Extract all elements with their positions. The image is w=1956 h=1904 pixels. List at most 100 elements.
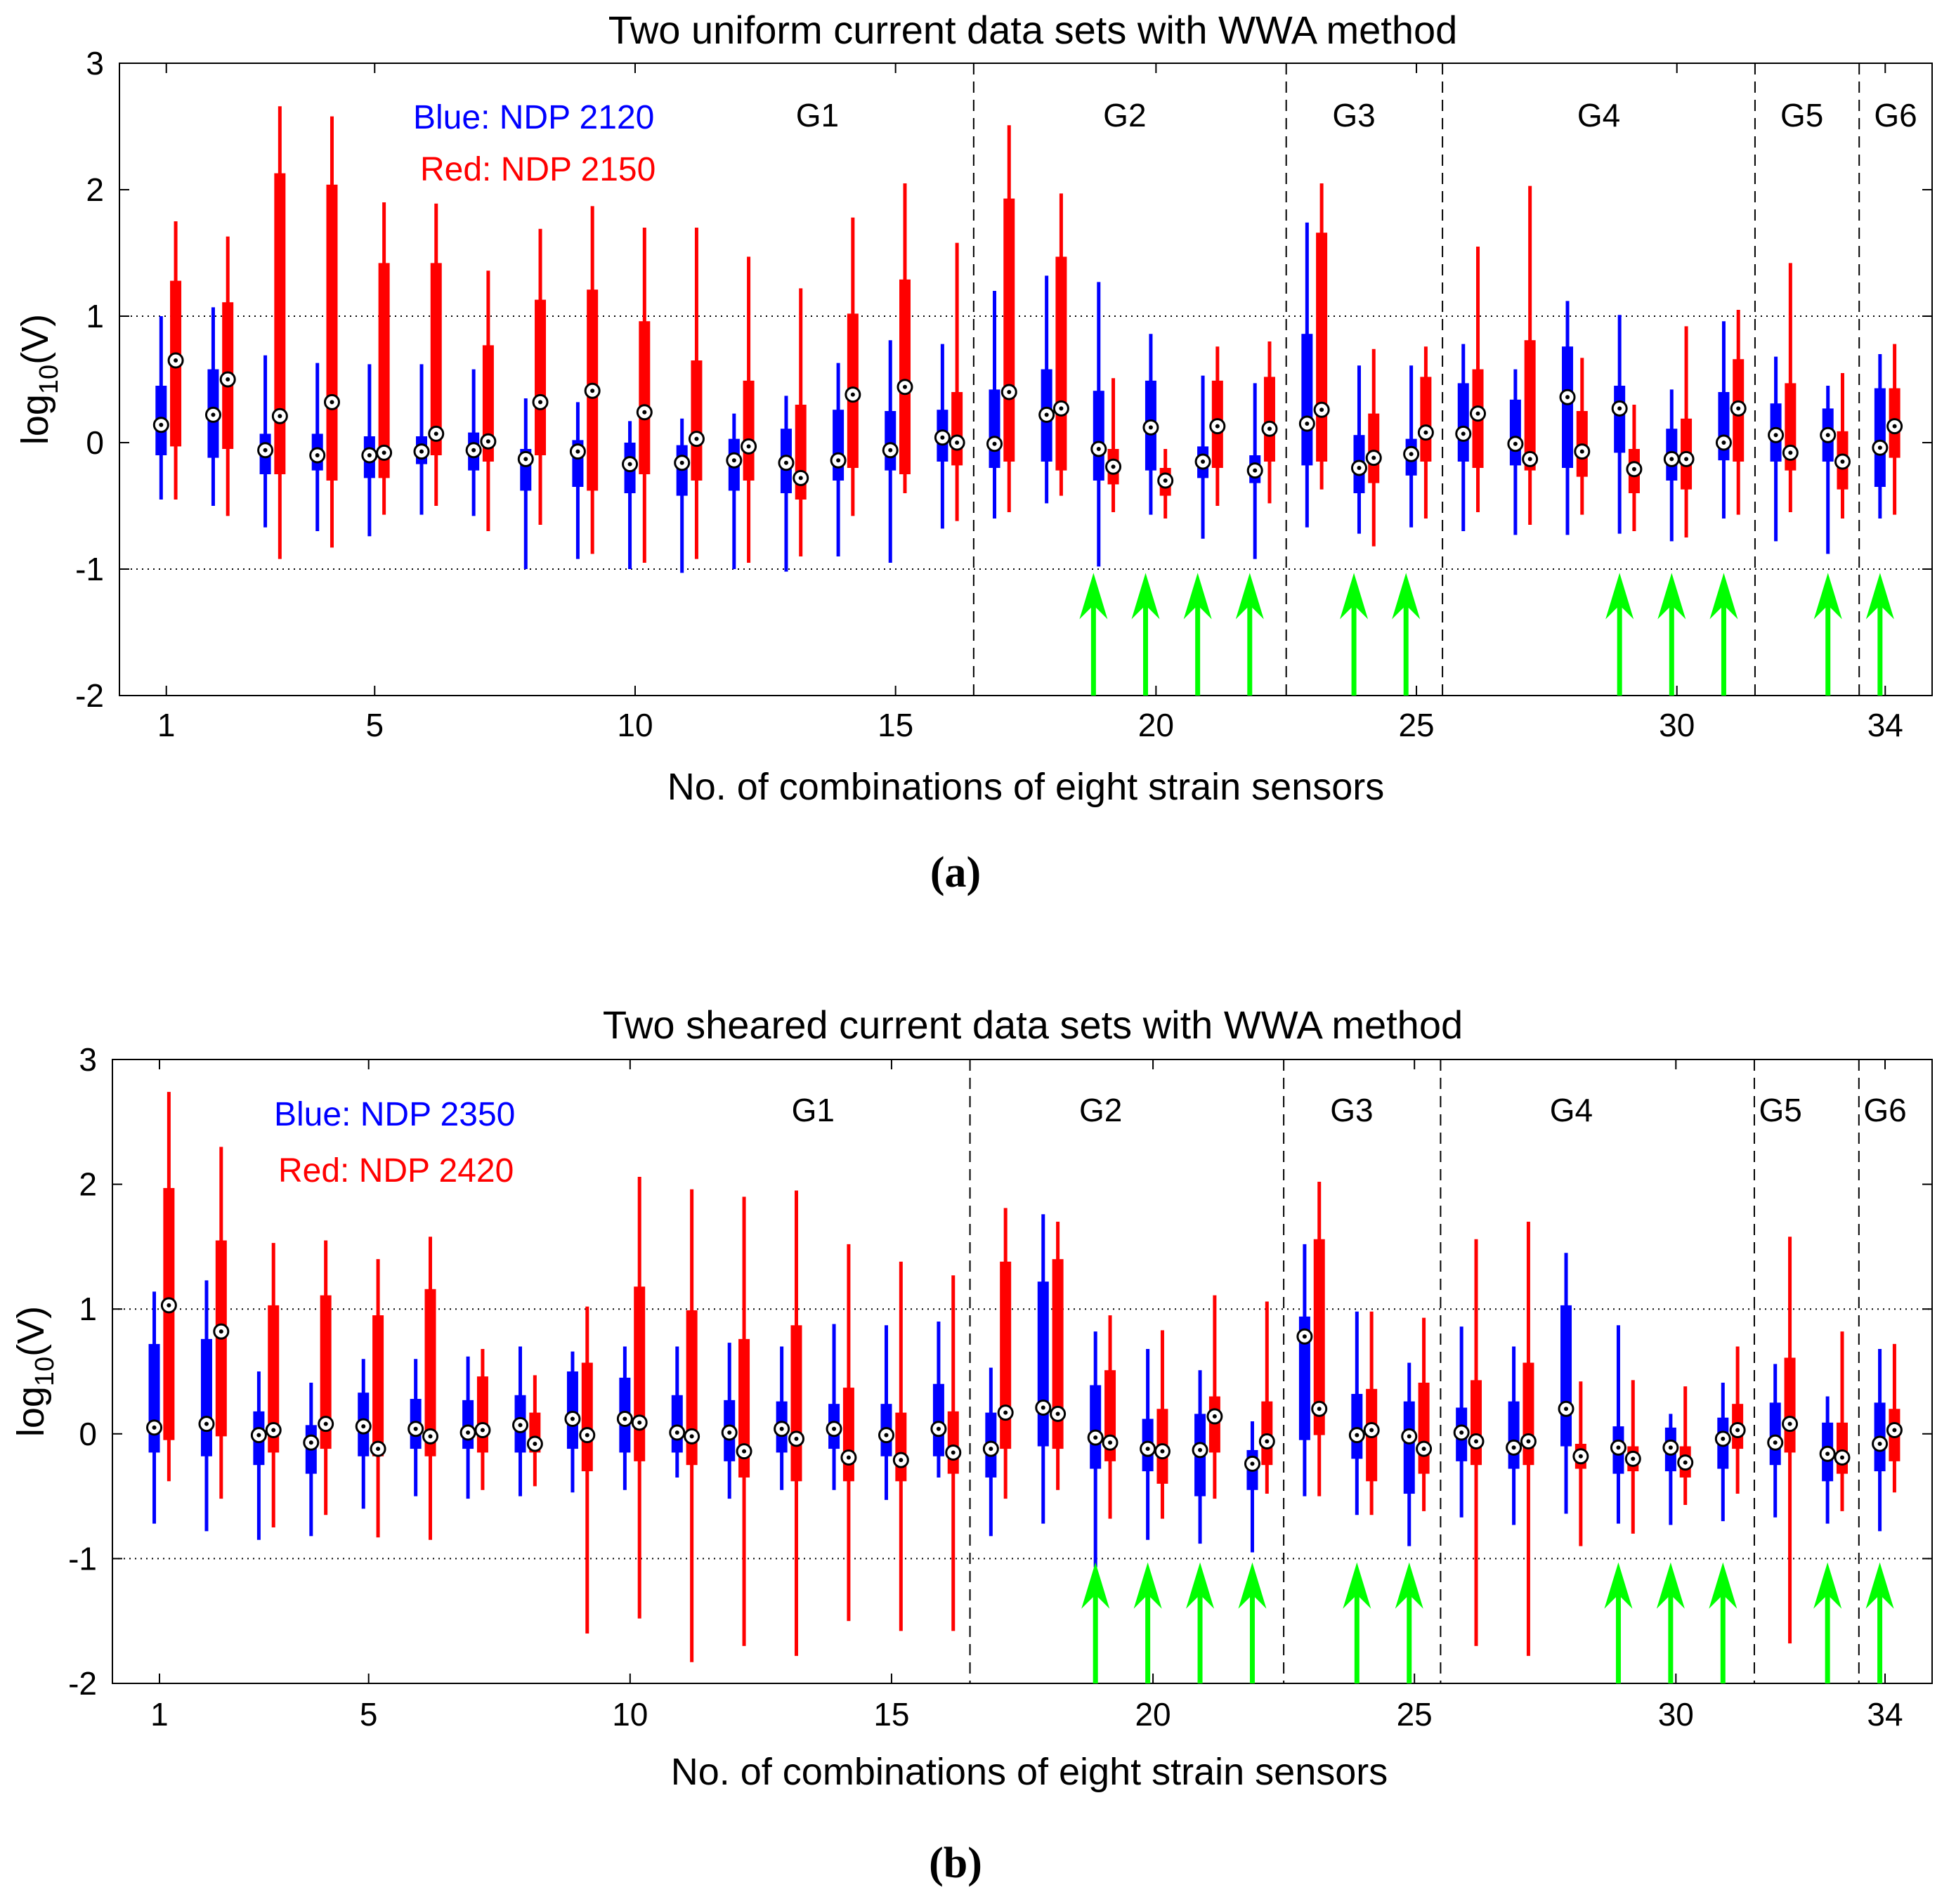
y-label-main: log — [10, 1386, 52, 1437]
x-tick-label: 25 — [1398, 707, 1434, 743]
x-tick-label: 20 — [1138, 707, 1174, 743]
box — [1055, 256, 1067, 471]
median-dot — [1421, 1447, 1426, 1452]
box — [1769, 1402, 1781, 1466]
median-dot — [1302, 1334, 1307, 1339]
svg-text:log10(V): log10(V) — [10, 1306, 60, 1437]
box — [320, 1295, 332, 1449]
median-dot — [278, 414, 282, 419]
box — [372, 1315, 384, 1456]
x-tick-label: 30 — [1659, 707, 1695, 743]
median-dot — [1096, 447, 1101, 451]
box — [1000, 1261, 1012, 1449]
median-dot — [1684, 457, 1689, 462]
box — [932, 1383, 944, 1456]
box — [1523, 1362, 1534, 1466]
median-dot — [1578, 1454, 1583, 1459]
arrow-head — [1235, 573, 1264, 620]
box — [1418, 1382, 1430, 1474]
median-dot — [1198, 1447, 1203, 1452]
median-dot — [1215, 424, 1220, 429]
box — [1509, 399, 1521, 466]
legend-red: Red: NDP 2150 — [420, 151, 656, 188]
median-dot — [746, 444, 751, 449]
box — [895, 1412, 907, 1482]
box — [989, 389, 1000, 468]
median-dot — [361, 1424, 366, 1429]
group-label: G5 — [1780, 97, 1823, 133]
median-dot — [367, 453, 372, 457]
arrow-head — [1081, 1562, 1110, 1609]
median-dot — [1267, 426, 1272, 431]
box — [476, 1376, 488, 1453]
x-tick-label: 10 — [617, 707, 653, 743]
group-label: G6 — [1874, 97, 1917, 133]
median-dot — [1892, 424, 1897, 429]
median-dot — [1250, 1461, 1255, 1466]
box — [1403, 1401, 1415, 1494]
arrow-head — [1709, 573, 1738, 620]
arrows — [1079, 573, 1894, 696]
median-dot — [1877, 445, 1882, 450]
box — [1208, 1396, 1220, 1453]
median-dot — [256, 1433, 261, 1437]
arrow-head — [1133, 1562, 1162, 1609]
box — [535, 299, 547, 455]
median-dot — [428, 1434, 433, 1439]
y-label-sub: 10 — [30, 1357, 60, 1386]
median-dot — [1163, 478, 1168, 483]
x-tick-label: 30 — [1658, 1696, 1694, 1733]
median-dot — [1526, 1439, 1531, 1444]
box — [951, 392, 963, 466]
median-dot — [1407, 1434, 1411, 1439]
median-dot — [1201, 459, 1206, 464]
group-label: G1 — [796, 97, 839, 133]
median-dot — [1565, 395, 1570, 400]
median-dot — [1059, 406, 1064, 411]
median-dot — [219, 1329, 223, 1334]
median-dot — [951, 1450, 956, 1455]
box — [268, 1305, 280, 1453]
median-dot — [1617, 406, 1622, 411]
median-dot — [798, 476, 803, 481]
median-dot — [1055, 1411, 1060, 1416]
median-dot — [884, 1433, 889, 1437]
median-dot — [955, 441, 960, 445]
box — [639, 321, 651, 474]
gridlines — [112, 1308, 1932, 1560]
median-dot — [1409, 452, 1414, 457]
median-dot — [1459, 1430, 1464, 1435]
group-label: G3 — [1332, 97, 1375, 133]
arrow-head — [1605, 573, 1634, 620]
box — [1093, 391, 1104, 481]
box — [691, 360, 703, 481]
box — [1560, 1305, 1572, 1447]
median-dot — [376, 1447, 381, 1452]
median-dot — [1511, 1445, 1516, 1450]
median-dot — [642, 410, 647, 415]
y-tick-label: 1 — [79, 1291, 97, 1327]
median-dot — [1564, 1407, 1569, 1411]
median-dot — [1788, 450, 1793, 455]
median-dot — [382, 450, 386, 455]
box — [163, 1187, 175, 1440]
median-dot — [1265, 1439, 1270, 1444]
y-tick-label: -2 — [75, 677, 104, 714]
box — [200, 1338, 212, 1456]
group-label: G6 — [1863, 1092, 1906, 1128]
x-tick-label: 10 — [612, 1696, 648, 1733]
median-dot — [167, 1303, 171, 1308]
median-dot — [903, 384, 907, 389]
box — [947, 1411, 959, 1474]
y-axis-label: log10(V) — [10, 1306, 60, 1437]
y-tick-label: 2 — [86, 171, 104, 208]
median-dot — [679, 460, 684, 465]
median-dot — [1044, 412, 1049, 417]
box — [566, 1371, 578, 1449]
median-dot — [783, 460, 788, 465]
median-dot — [570, 1416, 575, 1421]
y-label-sub: 10 — [34, 365, 64, 394]
median-dot — [1305, 422, 1310, 426]
arrow-head — [1656, 1562, 1685, 1609]
